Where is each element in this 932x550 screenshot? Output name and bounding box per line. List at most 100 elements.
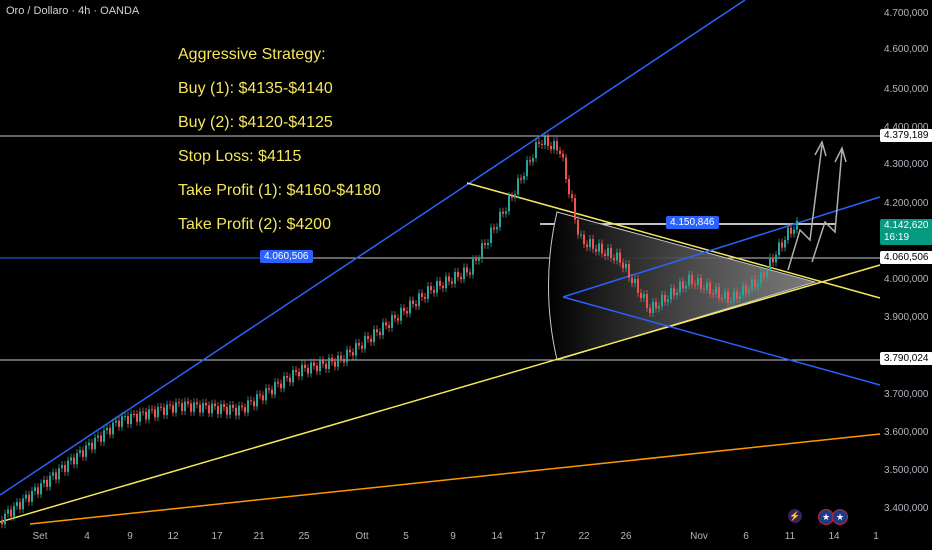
candle-body	[541, 143, 543, 146]
candle-body	[211, 403, 213, 414]
candle-body	[448, 276, 450, 282]
candle-body	[598, 243, 600, 252]
candle-body	[355, 342, 357, 356]
candle-body	[283, 376, 285, 389]
candle-body	[97, 435, 99, 438]
candle-body	[511, 195, 513, 198]
time-tick: 17	[211, 531, 223, 542]
orange-trendline[interactable]	[29, 433, 881, 525]
time-tick: 17	[534, 531, 546, 542]
candle-body	[433, 290, 435, 293]
candle-body	[484, 243, 486, 245]
candle-body	[289, 377, 291, 383]
candle-body	[766, 270, 768, 278]
line-label-left[interactable]: 4.060,506	[260, 250, 313, 263]
price-tick: 4.000,000	[884, 274, 929, 285]
triangle-pattern[interactable]	[548, 211, 817, 361]
lightning-icon[interactable]: ⚡	[788, 509, 802, 523]
strategy-line: Buy (1): $4135-$4140	[178, 80, 333, 97]
candle-body	[730, 301, 732, 303]
candle-body	[202, 402, 204, 413]
blue-upper-trendline[interactable]	[0, 0, 746, 496]
candle-body	[157, 406, 159, 418]
candle-body	[475, 259, 477, 261]
candle-body	[604, 253, 606, 256]
candle-body	[421, 293, 423, 297]
candle-body	[274, 382, 276, 395]
candle-body	[391, 315, 393, 328]
candle-body	[187, 401, 189, 404]
candle-body	[631, 277, 633, 284]
candle-body	[346, 349, 348, 363]
candle-body	[190, 403, 192, 412]
candle-body	[742, 285, 744, 296]
blue-falling-line[interactable]	[562, 296, 881, 386]
candle-body	[547, 136, 549, 146]
candle-body	[451, 281, 453, 284]
time-tick: 14	[491, 531, 503, 542]
candle-body	[727, 291, 729, 303]
candle-body	[412, 300, 414, 305]
candle-body	[466, 267, 468, 273]
price-tag-high: 4.379,189	[880, 129, 932, 142]
candle-body	[784, 239, 786, 248]
candle-body	[319, 360, 321, 372]
line-label-top[interactable]: 4.150,846	[666, 216, 719, 229]
candle-body	[781, 242, 783, 248]
candle-body	[79, 450, 81, 453]
yellow-lower-trendline[interactable]	[0, 264, 881, 523]
candle-body	[427, 286, 429, 299]
candle-body	[493, 227, 495, 230]
candle-body	[721, 298, 723, 300]
strategy-line: Stop Loss: $4115	[178, 148, 302, 165]
candle-body	[646, 294, 648, 308]
candle-body	[109, 427, 111, 435]
time-tick: 22	[578, 531, 590, 542]
candle-body	[301, 364, 303, 377]
candle-body	[166, 404, 168, 415]
candle-body	[610, 248, 612, 259]
candle-body	[691, 274, 693, 285]
candle-body	[43, 479, 45, 484]
time-tick: 5	[403, 531, 409, 542]
strategy-line: Take Profit (2): $4200	[178, 216, 331, 233]
candle-body	[58, 468, 60, 480]
candle-body	[367, 336, 369, 339]
candle-body	[415, 304, 417, 307]
candle-body	[373, 329, 375, 342]
candle-body	[523, 176, 525, 180]
candle-body	[406, 311, 408, 314]
candle-body	[148, 409, 150, 420]
candle-body	[430, 286, 432, 291]
candle-body	[118, 420, 120, 427]
candle-body	[322, 360, 324, 364]
candle-body	[325, 363, 327, 369]
candle-body	[40, 483, 42, 495]
candle-body	[709, 282, 711, 294]
candle-body	[463, 267, 465, 280]
candle-body	[472, 259, 474, 275]
candle-body	[637, 279, 639, 293]
candle-body	[343, 358, 345, 363]
price-tick: 3.900,000	[884, 312, 929, 323]
candle-body	[562, 153, 564, 158]
candle-body	[22, 498, 24, 510]
blue-rising-line[interactable]	[562, 196, 881, 298]
candle-body	[502, 211, 504, 214]
yellow-descending-line[interactable]	[466, 182, 881, 299]
candle-body	[769, 257, 771, 271]
projection-arrow-2[interactable]	[811, 149, 843, 263]
candle-body	[247, 400, 249, 413]
us-flag-icon[interactable]: ★	[832, 509, 848, 525]
strategy-line: Take Profit (1): $4160-$4180	[178, 182, 381, 199]
candle-body	[601, 243, 603, 254]
projection-arrow-1[interactable]	[787, 144, 823, 271]
candle-body	[364, 336, 366, 349]
candle-body	[217, 406, 219, 415]
candle-body	[277, 382, 279, 384]
candle-body	[382, 322, 384, 336]
candle-body	[754, 279, 756, 288]
symbol-title: Oro / Dollaro · 4h · OANDA	[6, 5, 140, 17]
price-tick: 4.600,000	[884, 44, 929, 55]
